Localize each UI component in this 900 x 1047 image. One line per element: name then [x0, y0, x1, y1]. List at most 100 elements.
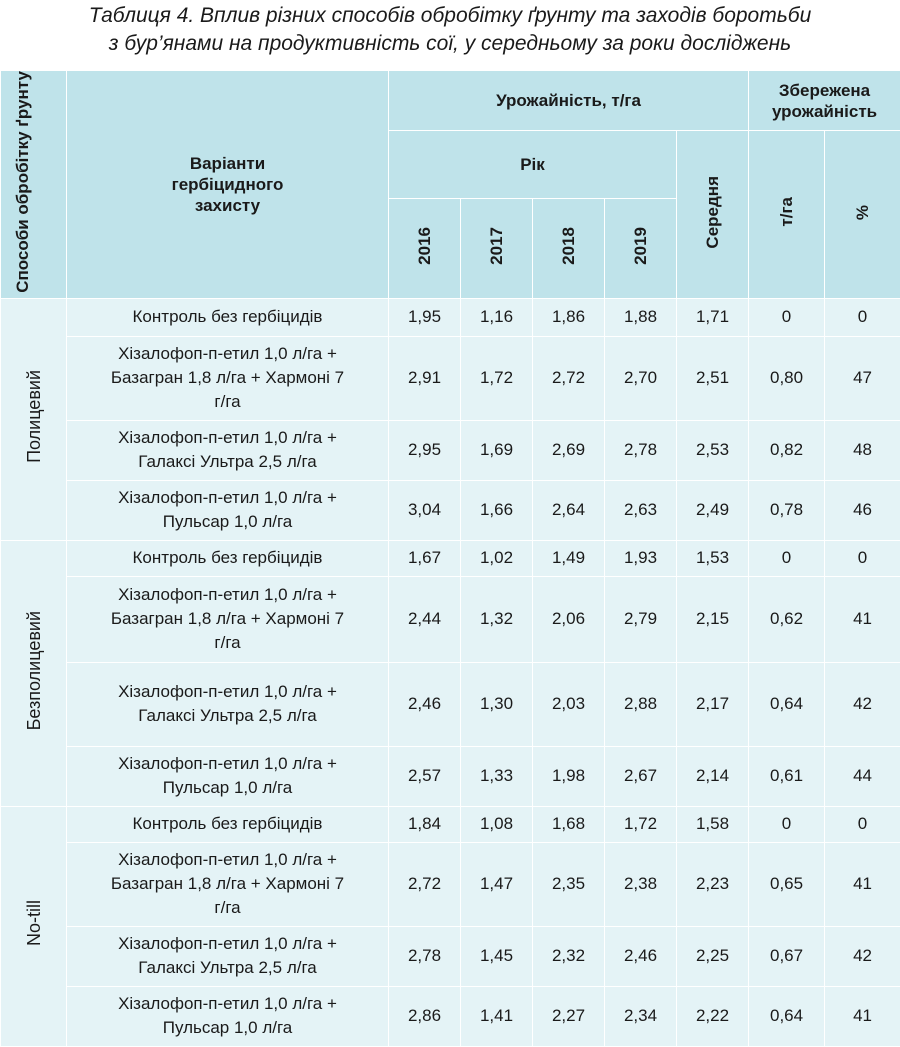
table-row: Безполицевий Контроль без гербіцидів 1,6…	[1, 540, 900, 576]
value-average: 2,22	[677, 986, 749, 1046]
variant-cell: Хізалофоп-п-етил 1,0 л/га + Галаксі Ульт…	[67, 662, 389, 746]
value-2016: 2,78	[389, 926, 461, 986]
table-header: Способи обробітку ґрунту Варіанти гербіц…	[1, 71, 900, 299]
variant-label: Хізалофоп-п-етил 1,0 л/га + Базагран 1,8…	[108, 342, 348, 414]
variant-label: Хізалофоп-п-етил 1,0 л/га + Галаксі Ульт…	[88, 426, 368, 474]
variant-cell: Хізалофоп-п-етил 1,0 л/га + Базагран 1,8…	[67, 576, 389, 662]
table-caption: Таблиця 4. Вплив різних способів обробіт…	[0, 0, 900, 66]
value-saved-percent: 47	[825, 336, 900, 420]
value-2016: 2,72	[389, 842, 461, 926]
value-2016: 2,95	[389, 420, 461, 480]
value-2017: 1,72	[461, 336, 533, 420]
header-saved-percent-label: %	[852, 205, 873, 220]
value-2017: 1,41	[461, 986, 533, 1046]
table-body: Полицевий Контроль без гербіцидів 1,95 1…	[1, 298, 900, 1046]
table-row: Хізалофоп-п-етил 1,0 л/га + Галаксі Ульт…	[1, 662, 900, 746]
value-2019: 2,38	[605, 842, 677, 926]
value-average: 2,53	[677, 420, 749, 480]
variant-cell: Хізалофоп-п-етил 1,0 л/га + Базагран 1,8…	[67, 842, 389, 926]
header-saved-t-ha-label: т/га	[776, 197, 797, 227]
value-average: 2,25	[677, 926, 749, 986]
variant-cell: Контроль без гербіцидів	[67, 806, 389, 842]
value-saved-t-ha: 0	[749, 298, 825, 336]
value-saved-percent: 48	[825, 420, 900, 480]
header-variants-label: Варіанти гербіцидного захисту	[143, 153, 313, 216]
value-average: 2,51	[677, 336, 749, 420]
value-2018: 2,64	[533, 480, 605, 540]
value-2018: 2,03	[533, 662, 605, 746]
value-saved-t-ha: 0	[749, 806, 825, 842]
header-year-2018: 2018	[533, 198, 605, 298]
value-2018: 2,32	[533, 926, 605, 986]
header-year-2017-label: 2017	[486, 227, 507, 265]
value-saved-percent: 41	[825, 842, 900, 926]
value-2019: 1,93	[605, 540, 677, 576]
value-2019: 2,88	[605, 662, 677, 746]
value-saved-percent: 41	[825, 576, 900, 662]
table-row: Полицевий Контроль без гербіцидів 1,95 1…	[1, 298, 900, 336]
value-average: 2,49	[677, 480, 749, 540]
value-average: 1,53	[677, 540, 749, 576]
value-saved-t-ha: 0,78	[749, 480, 825, 540]
value-2019: 2,34	[605, 986, 677, 1046]
value-2018: 2,35	[533, 842, 605, 926]
variant-label: Хізалофоп-п-етил 1,0 л/га + Базагран 1,8…	[108, 848, 348, 920]
value-saved-percent: 0	[825, 806, 900, 842]
value-2017: 1,30	[461, 662, 533, 746]
value-2016: 2,57	[389, 746, 461, 806]
table-row: Хізалофоп-п-етил 1,0 л/га + Пульсар 1,0 …	[1, 746, 900, 806]
value-saved-t-ha: 0,62	[749, 576, 825, 662]
value-2016: 2,46	[389, 662, 461, 746]
table-row: Хізалофоп-п-етил 1,0 л/га + Базагран 1,8…	[1, 842, 900, 926]
value-average: 2,14	[677, 746, 749, 806]
value-2018: 1,86	[533, 298, 605, 336]
value-2019: 2,46	[605, 926, 677, 986]
value-2016: 2,86	[389, 986, 461, 1046]
value-saved-percent: 0	[825, 540, 900, 576]
value-saved-t-ha: 0,61	[749, 746, 825, 806]
value-2019: 2,70	[605, 336, 677, 420]
value-2017: 1,45	[461, 926, 533, 986]
value-2018: 2,69	[533, 420, 605, 480]
value-saved-t-ha: 0,82	[749, 420, 825, 480]
header-year-2016: 2016	[389, 198, 461, 298]
value-average: 1,58	[677, 806, 749, 842]
header-yield: Урожайність, т/га	[389, 71, 749, 131]
header-year-2019-label: 2019	[630, 227, 651, 265]
value-2016: 1,84	[389, 806, 461, 842]
caption-line-1: Таблиця 4. Вплив різних способів обробіт…	[0, 2, 900, 30]
value-2019: 2,79	[605, 576, 677, 662]
header-year-2016-label: 2016	[414, 227, 435, 265]
header-year-2017: 2017	[461, 198, 533, 298]
value-2018: 1,49	[533, 540, 605, 576]
header-methods-label: Способи обробітку ґрунту	[12, 71, 56, 293]
variant-label: Хізалофоп-п-етил 1,0 л/га + Пульсар 1,0 …	[113, 752, 343, 800]
value-2016: 3,04	[389, 480, 461, 540]
value-saved-t-ha: 0,65	[749, 842, 825, 926]
table-row: Хізалофоп-п-етил 1,0 л/га + Базагран 1,8…	[1, 336, 900, 420]
header-variants: Варіанти гербіцидного захисту	[67, 71, 389, 299]
value-2018: 1,68	[533, 806, 605, 842]
value-2017: 1,66	[461, 480, 533, 540]
value-2019: 2,78	[605, 420, 677, 480]
value-2017: 1,47	[461, 842, 533, 926]
value-average: 1,71	[677, 298, 749, 336]
variant-label: Хізалофоп-п-етил 1,0 л/га + Пульсар 1,0 …	[113, 992, 343, 1040]
value-2017: 1,16	[461, 298, 533, 336]
method-label: No-till	[22, 900, 46, 946]
variant-cell: Хізалофоп-п-етил 1,0 л/га + Пульсар 1,0 …	[67, 746, 389, 806]
value-2017: 1,32	[461, 576, 533, 662]
value-saved-t-ha: 0,80	[749, 336, 825, 420]
value-average: 2,23	[677, 842, 749, 926]
value-2017: 1,69	[461, 420, 533, 480]
header-year-2019: 2019	[605, 198, 677, 298]
value-saved-percent: 41	[825, 986, 900, 1046]
value-average: 2,17	[677, 662, 749, 746]
value-2016: 2,44	[389, 576, 461, 662]
value-saved-t-ha: 0,67	[749, 926, 825, 986]
value-2016: 2,91	[389, 336, 461, 420]
table-row: Хізалофоп-п-етил 1,0 л/га + Базагран 1,8…	[1, 576, 900, 662]
value-2018: 2,72	[533, 336, 605, 420]
variant-cell: Хізалофоп-п-етил 1,0 л/га + Галаксі Ульт…	[67, 926, 389, 986]
value-saved-percent: 42	[825, 926, 900, 986]
